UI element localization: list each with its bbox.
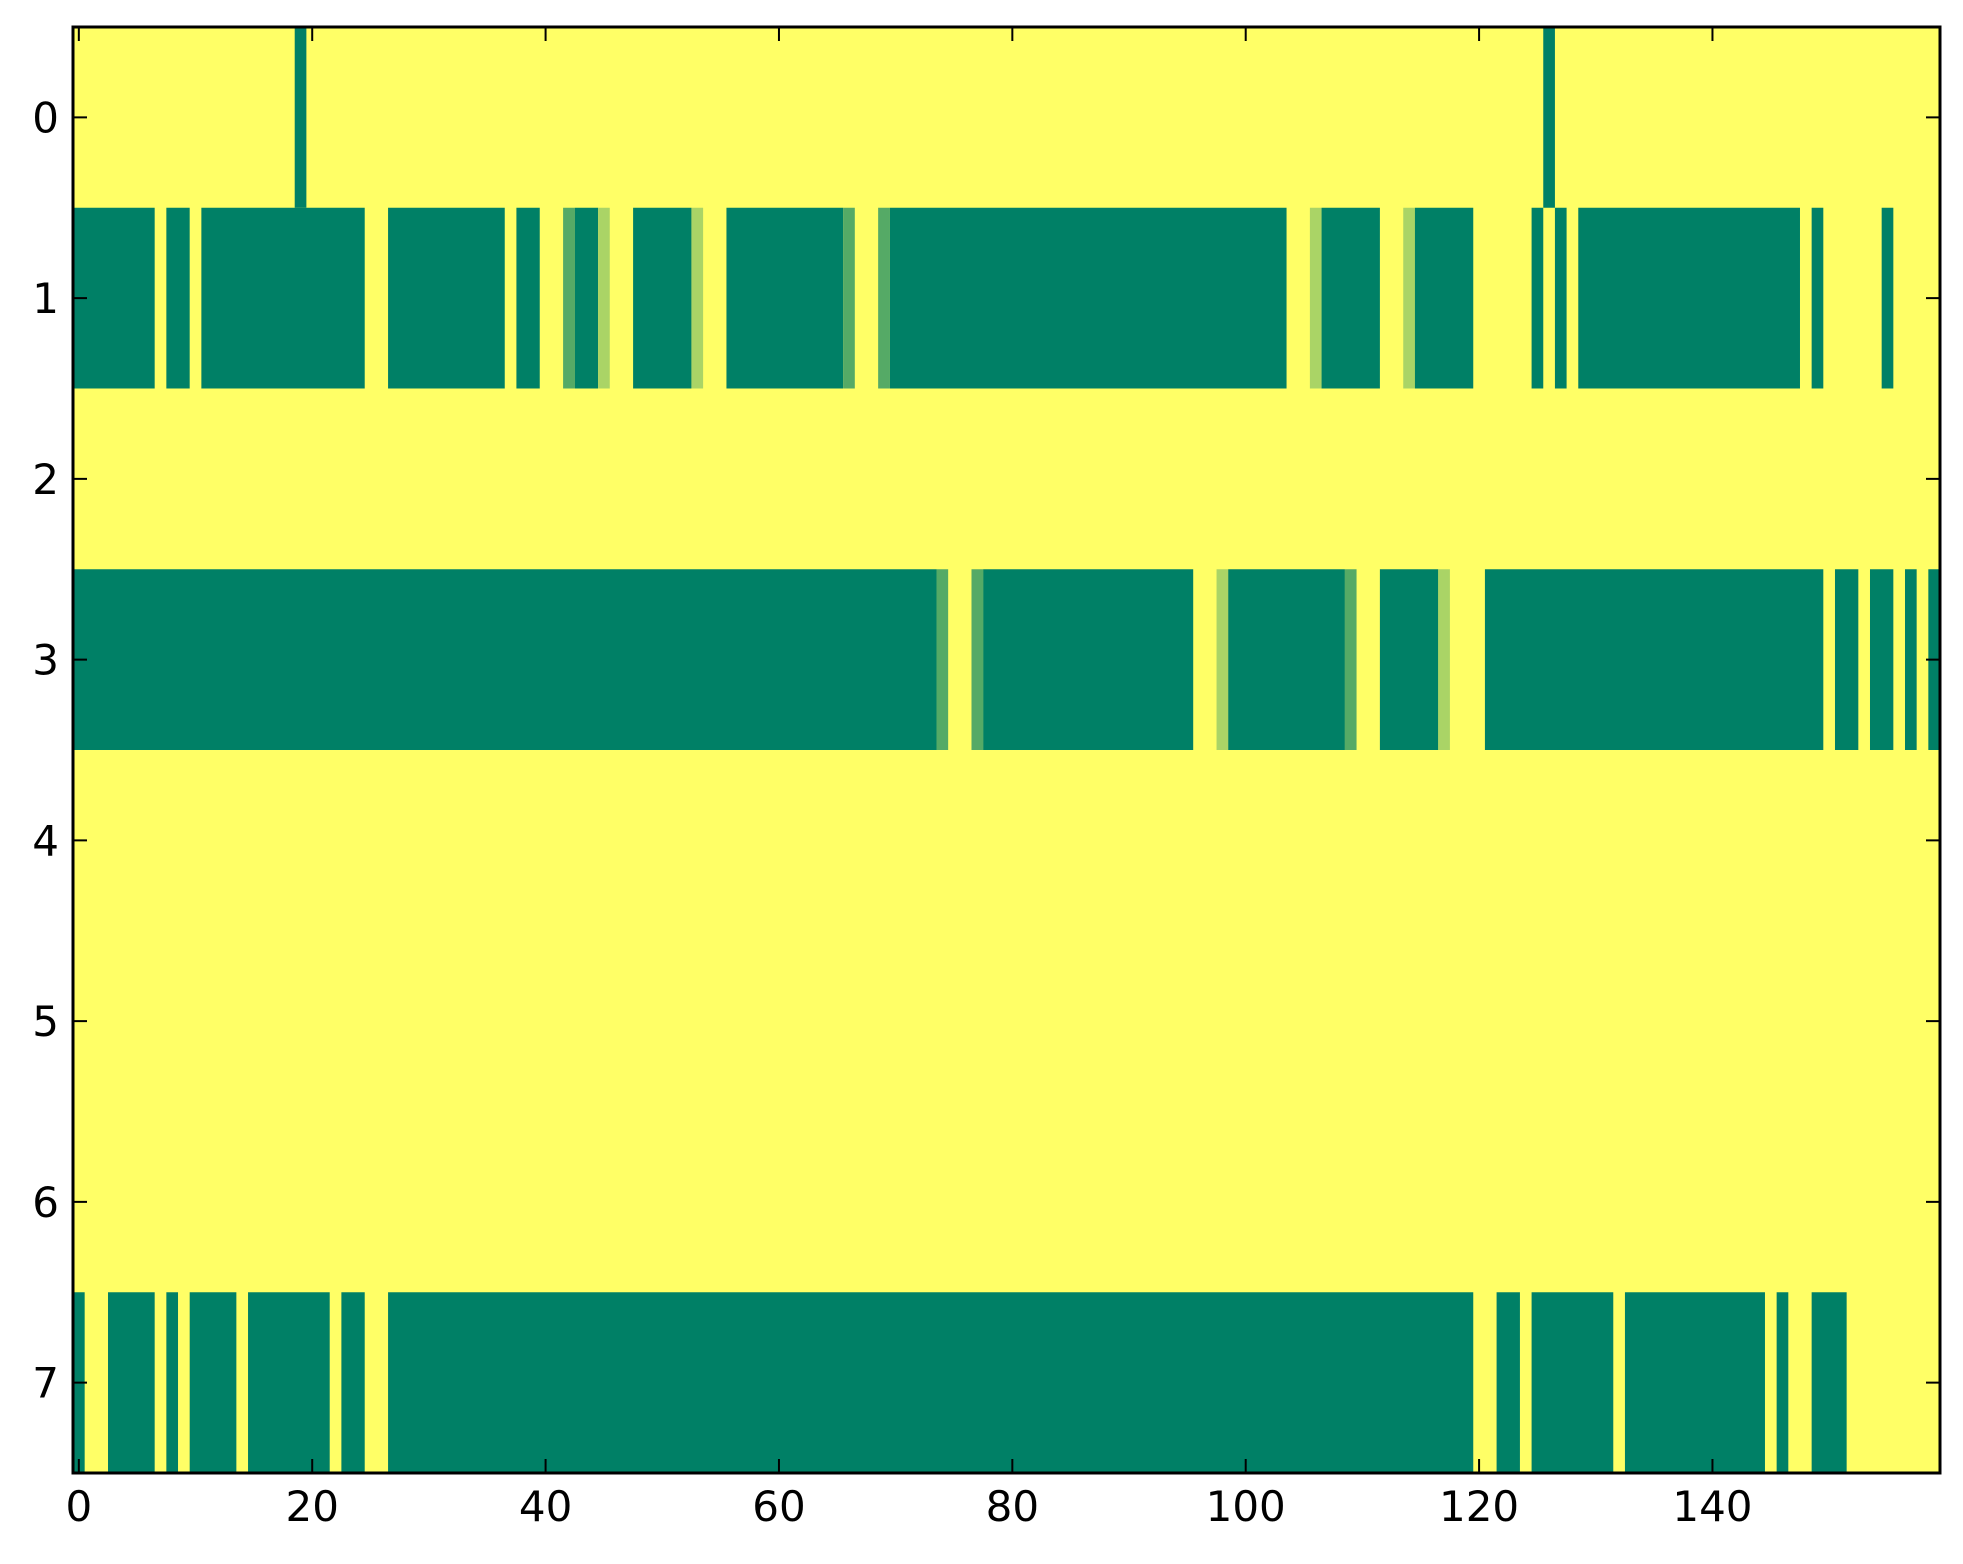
heatmap-cell xyxy=(1309,207,1322,389)
heatmap-cell xyxy=(1438,569,1450,750)
heatmap-cell xyxy=(1554,207,1567,389)
heatmap-cell xyxy=(294,27,307,208)
heatmap-cell xyxy=(201,207,365,389)
heatmap-cell xyxy=(1379,569,1439,750)
axes-frame xyxy=(71,25,1942,1475)
heatmap-cell xyxy=(1869,569,1894,750)
y-tick-label: 2 xyxy=(32,455,59,504)
y-tick-label: 1 xyxy=(32,274,59,323)
heatmap-cell xyxy=(1811,1292,1847,1473)
heatmap-cell xyxy=(1776,1292,1789,1473)
heatmap-cell xyxy=(341,1292,365,1473)
heatmap-cell xyxy=(1321,207,1380,389)
heatmap-cell xyxy=(563,207,575,389)
y-tick-label: 3 xyxy=(32,636,59,685)
heatmap-cell xyxy=(1344,569,1357,750)
heatmap-cell xyxy=(1881,207,1894,389)
heatmap-cell xyxy=(1216,569,1229,750)
x-tick-label: 80 xyxy=(986,1482,1039,1531)
heatmap-cell xyxy=(1531,207,1544,389)
heatmap-cell xyxy=(189,1292,237,1473)
heatmap-cell xyxy=(889,207,1287,389)
x-tick-label: 0 xyxy=(65,1482,92,1531)
plot-area xyxy=(73,27,1940,1473)
x-tick-label: 120 xyxy=(1439,1482,1519,1531)
heatmap-cell xyxy=(726,207,844,389)
x-tick-label: 40 xyxy=(519,1482,572,1531)
heatmap-cell xyxy=(691,207,704,389)
heatmap-cell xyxy=(843,207,855,389)
heatmap-cell xyxy=(108,1292,155,1473)
y-tick-label: 0 xyxy=(32,93,59,142)
heatmap-cell xyxy=(936,569,949,750)
heatmap-cell xyxy=(1543,27,1555,208)
heatmap-cell xyxy=(1496,1292,1520,1473)
x-tick-label: 60 xyxy=(752,1482,805,1531)
x-tick-label: 20 xyxy=(285,1482,338,1531)
heatmap-cell xyxy=(388,207,505,389)
heatmap-cell xyxy=(166,207,190,389)
heatmap-cell xyxy=(1904,569,1917,750)
heatmap-cell xyxy=(574,207,599,389)
heatmap-cell xyxy=(1578,207,1800,389)
heatmap-cell xyxy=(971,569,984,750)
y-tick-label: 7 xyxy=(32,1359,59,1408)
heatmap-cell xyxy=(1414,207,1474,389)
heatmap-cell xyxy=(598,207,610,389)
heatmap-cell xyxy=(248,1292,330,1473)
heatmap-cell xyxy=(983,569,1194,750)
heatmap-cell xyxy=(1624,1292,1765,1473)
heatmap-cell xyxy=(516,207,540,389)
x-tick-label: 100 xyxy=(1206,1482,1286,1531)
heatmap-cell xyxy=(1484,569,1824,750)
heatmap-cell xyxy=(878,207,890,389)
heatmap-cell xyxy=(633,207,692,389)
heatmap-cell xyxy=(1834,569,1859,750)
heatmap-cell xyxy=(1531,1292,1614,1473)
y-tick-label: 6 xyxy=(32,1178,59,1227)
heatmap-cell xyxy=(166,1292,179,1473)
heatmap-cell xyxy=(1811,207,1824,389)
heatmap-cell xyxy=(388,1292,1474,1473)
axes-layer: 0 20 40 60 80 100 120 140 0 1 2 3 4 5 6 7 xyxy=(32,25,1942,1531)
heatmap-cell xyxy=(73,569,937,750)
y-tick-label: 4 xyxy=(32,816,59,865)
heatmap-cell xyxy=(1403,207,1415,389)
heatmap-cell xyxy=(1228,569,1345,750)
x-tick-label: 140 xyxy=(1672,1482,1752,1531)
y-tick-label: 5 xyxy=(32,997,59,1046)
